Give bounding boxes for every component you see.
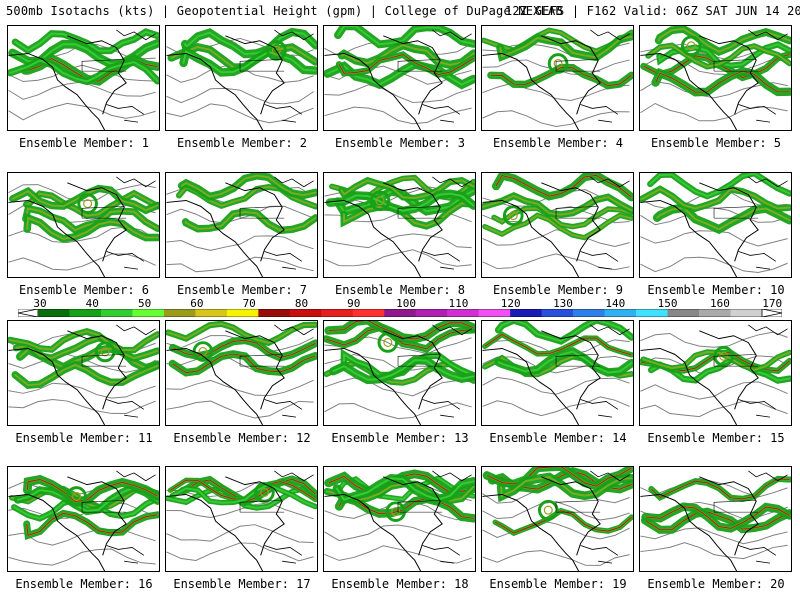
map-panel-member-9 bbox=[481, 172, 634, 278]
panel-caption: Ensemble Member: 18 bbox=[331, 577, 469, 591]
map-panel-member-15 bbox=[639, 320, 792, 426]
panel-caption: Ensemble Member: 8 bbox=[334, 283, 466, 297]
panel-caption: Ensemble Member: 2 bbox=[176, 136, 308, 150]
colorbar-swatch bbox=[730, 309, 763, 317]
map-panel-member-7 bbox=[165, 172, 318, 278]
panel-caption: Ensemble Member: 1 bbox=[18, 136, 150, 150]
colorbar-swatch bbox=[478, 309, 511, 317]
map-panel-member-3 bbox=[323, 25, 476, 131]
map-panel-member-14 bbox=[481, 320, 634, 426]
map-panel-member-12 bbox=[165, 320, 318, 426]
map-panel-member-8 bbox=[323, 172, 476, 278]
colorbar-swatch bbox=[289, 309, 322, 317]
panel-caption: Ensemble Member: 19 bbox=[489, 577, 627, 591]
panel-caption: Ensemble Member: 15 bbox=[647, 431, 785, 445]
panel-caption: Ensemble Member: 5 bbox=[650, 136, 782, 150]
panel-caption: Ensemble Member: 4 bbox=[492, 136, 624, 150]
colorbar-label: 60 bbox=[190, 297, 204, 310]
colorbar-label: 40 bbox=[85, 297, 99, 310]
colorbar-swatch bbox=[258, 309, 291, 317]
colorbar bbox=[18, 309, 782, 317]
colorbar-swatch bbox=[226, 309, 259, 317]
map-panel-member-2 bbox=[165, 25, 318, 131]
colorbar-label: 160 bbox=[709, 297, 730, 310]
colorbar-swatch bbox=[163, 309, 196, 317]
colorbar-swatch bbox=[384, 309, 417, 317]
panel-caption: Ensemble Member: 7 bbox=[176, 283, 308, 297]
colorbar-swatch bbox=[699, 309, 731, 317]
header-title: 500mb Isotachs (kts) | Geopotential Heig… bbox=[6, 4, 563, 18]
colorbar-label: 50 bbox=[137, 297, 152, 310]
colorbar-swatch bbox=[69, 309, 102, 317]
colorbar-swatch bbox=[352, 309, 385, 317]
panel-caption: Ensemble Member: 20 bbox=[647, 577, 785, 591]
panel-caption: Ensemble Member: 10 bbox=[647, 283, 785, 297]
colorbar-label: 120 bbox=[500, 297, 521, 310]
panel-caption: Ensemble Member: 17 bbox=[173, 577, 311, 591]
colorbar-swatch bbox=[667, 309, 700, 317]
colorbar-label: 90 bbox=[347, 297, 361, 310]
header-run-info: 12Z GEFS | F162 Valid: 06Z SAT JUN 14 20… bbox=[505, 4, 800, 18]
panel-caption: Ensemble Member: 9 bbox=[492, 283, 624, 297]
map-panel-member-6 bbox=[7, 172, 160, 278]
colorbar-label: 30 bbox=[33, 297, 47, 310]
panel-caption: Ensemble Member: 12 bbox=[173, 431, 311, 445]
map-panel-member-13 bbox=[323, 320, 476, 426]
map-panel-member-16 bbox=[7, 466, 160, 572]
map-panel-member-4 bbox=[481, 25, 634, 131]
colorbar-swatch bbox=[100, 309, 133, 317]
panel-caption: Ensemble Member: 6 bbox=[18, 283, 150, 297]
colorbar-swatch bbox=[195, 309, 228, 317]
map-panel-member-1 bbox=[7, 25, 160, 131]
map-panel-member-18 bbox=[323, 466, 476, 572]
map-panel-member-20 bbox=[639, 466, 792, 572]
colorbar-swatch bbox=[510, 309, 542, 317]
map-panel-member-11 bbox=[7, 320, 160, 426]
colorbar-swatch bbox=[636, 309, 668, 317]
panel-caption: Ensemble Member: 11 bbox=[15, 431, 153, 445]
colorbar-label: 140 bbox=[605, 297, 626, 310]
colorbar-swatch bbox=[132, 309, 165, 317]
colorbar-swatch bbox=[573, 309, 605, 317]
map-panel-member-5 bbox=[639, 25, 792, 131]
colorbar-arrow-left bbox=[18, 309, 39, 317]
colorbar-label: 170 bbox=[762, 297, 783, 310]
panel-caption: Ensemble Member: 3 bbox=[334, 136, 466, 150]
colorbar-swatch bbox=[415, 309, 448, 317]
colorbar-label: 80 bbox=[294, 297, 309, 310]
panel-caption: Ensemble Member: 13 bbox=[331, 431, 469, 445]
colorbar-swatch bbox=[321, 309, 354, 317]
panel-caption: Ensemble Member: 16 bbox=[15, 577, 153, 591]
colorbar-swatch bbox=[541, 309, 574, 317]
colorbar-swatch bbox=[447, 309, 479, 317]
panel-caption: Ensemble Member: 14 bbox=[489, 431, 627, 445]
map-panel-member-17 bbox=[165, 466, 318, 572]
colorbar-label: 100 bbox=[396, 297, 417, 310]
colorbar-label: 150 bbox=[657, 297, 678, 310]
colorbar-swatch bbox=[38, 309, 70, 317]
colorbar-arrow-right bbox=[761, 309, 782, 317]
colorbar-swatch bbox=[604, 309, 637, 317]
colorbar-label: 110 bbox=[448, 297, 469, 310]
colorbar-label: 70 bbox=[242, 297, 256, 310]
map-panel-member-10 bbox=[639, 172, 792, 278]
map-panel-member-19 bbox=[481, 466, 634, 572]
colorbar-label: 130 bbox=[553, 297, 573, 310]
